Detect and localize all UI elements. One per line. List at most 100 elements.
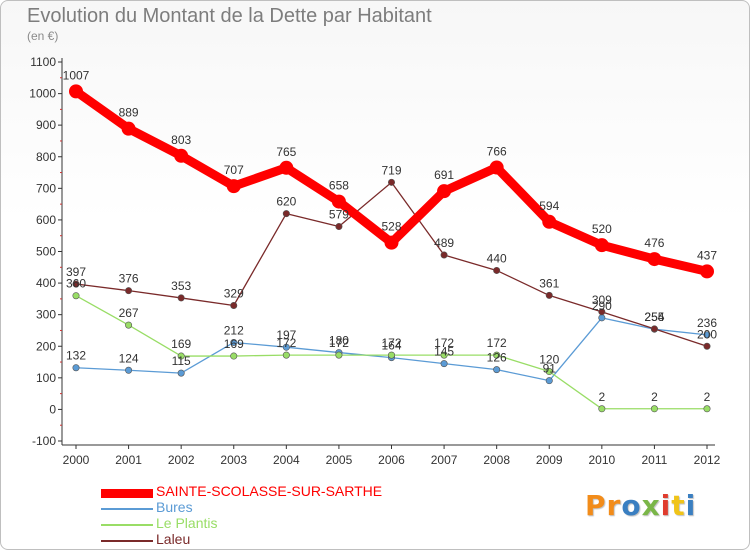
data-point-bures <box>440 360 448 368</box>
data-label-laleu: 489 <box>434 236 454 250</box>
brand-letter: t <box>671 489 686 522</box>
brand-logo: Proxiti <box>585 489 696 522</box>
data-label-le-plantis: 169 <box>224 337 244 351</box>
data-label-bures: 236 <box>697 316 717 330</box>
y-tick-label: 800 <box>36 150 56 164</box>
data-point-sainte-scolasse-sur-sarthe <box>437 184 452 199</box>
x-tick-label: 2010 <box>588 453 615 467</box>
data-label-sainte-scolasse-sur-sarthe: 1007 <box>63 68 90 82</box>
data-point-le-plantis <box>598 405 606 413</box>
data-label-bures: 212 <box>224 323 244 337</box>
legend-label: Bures <box>156 499 193 515</box>
data-point-laleu <box>335 223 343 231</box>
data-label-bures: 197 <box>276 328 296 342</box>
data-point-bures <box>282 343 290 351</box>
data-point-laleu <box>598 308 606 316</box>
y-tick-label: 200 <box>36 339 56 353</box>
data-point-sainte-scolasse-sur-sarthe <box>226 179 241 194</box>
data-label-sainte-scolasse-sur-sarthe: 437 <box>697 248 717 262</box>
y-tick-label: 700 <box>36 181 56 195</box>
data-label-laleu: 376 <box>119 272 139 286</box>
data-label-sainte-scolasse-sur-sarthe: 707 <box>224 163 244 177</box>
data-label-le-plantis: 360 <box>66 277 86 291</box>
data-point-bures <box>493 366 501 374</box>
data-label-le-plantis: 172 <box>381 336 401 350</box>
data-label-laleu: 361 <box>539 276 559 290</box>
series-line-laleu <box>75 181 708 347</box>
data-point-bures <box>177 369 185 377</box>
data-label-le-plantis: 267 <box>119 306 139 320</box>
data-point-laleu <box>387 178 395 186</box>
data-label-laleu: 440 <box>487 251 507 265</box>
legend-swatch <box>101 524 153 526</box>
brand-letter: x <box>641 489 661 522</box>
data-label-sainte-scolasse-sur-sarthe: 766 <box>487 144 507 158</box>
data-label-le-plantis: 172 <box>434 336 454 350</box>
data-label-laleu: 329 <box>224 287 244 301</box>
x-tick-label: 2001 <box>115 453 142 467</box>
x-tick-label: 2004 <box>273 453 300 467</box>
data-label-sainte-scolasse-sur-sarthe: 528 <box>381 220 401 234</box>
data-label-bures: 164 <box>381 339 401 353</box>
y-tick-label: 900 <box>36 118 56 132</box>
x-tick-label: 2011 <box>642 453 668 467</box>
x-tick-label: 2003 <box>220 453 247 467</box>
data-label-laleu: 353 <box>171 279 191 293</box>
data-point-laleu <box>230 302 238 310</box>
data-point-le-plantis <box>387 351 395 359</box>
data-point-bures <box>230 338 238 346</box>
data-point-bures <box>703 331 711 339</box>
x-tick-label: 2009 <box>536 453 563 467</box>
data-point-laleu <box>545 291 553 299</box>
data-point-sainte-scolasse-sur-sarthe <box>700 264 714 279</box>
data-label-le-plantis: 169 <box>171 337 191 351</box>
data-label-laleu: 200 <box>697 327 717 341</box>
data-point-laleu <box>703 342 711 350</box>
data-point-le-plantis <box>282 351 290 359</box>
data-label-laleu: 620 <box>276 195 296 209</box>
y-tick-label: 1000 <box>29 87 56 101</box>
data-label-bures: 180 <box>329 334 349 348</box>
data-label-le-plantis: 120 <box>539 353 559 367</box>
data-point-le-plantis <box>440 351 448 359</box>
brand-letter: i <box>660 489 672 522</box>
data-point-sainte-scolasse-sur-sarthe <box>647 252 662 267</box>
data-point-laleu <box>282 210 290 218</box>
data-point-bures <box>125 366 133 374</box>
data-point-bures <box>598 314 606 322</box>
data-label-bures: 290 <box>592 299 612 313</box>
data-point-laleu <box>650 325 658 333</box>
data-label-laleu: 397 <box>66 265 86 279</box>
y-tick-label: 0 <box>49 402 56 416</box>
data-label-laleu: 579 <box>329 208 349 222</box>
data-label-bures: 132 <box>66 349 86 363</box>
legend-label: SAINTE-SCOLASSE-SUR-SARTHE <box>156 483 383 499</box>
data-label-sainte-scolasse-sur-sarthe: 658 <box>329 179 349 193</box>
brand-letter: r <box>606 489 622 522</box>
y-tick-label: 600 <box>36 213 56 227</box>
x-tick-label: 2005 <box>326 453 353 467</box>
data-label-sainte-scolasse-sur-sarthe: 889 <box>119 106 139 120</box>
y-tick-label: 300 <box>36 308 56 322</box>
y-tick-label: 500 <box>36 245 56 259</box>
x-tick-label: 2006 <box>378 453 405 467</box>
data-label-laleu: 719 <box>381 163 401 177</box>
data-point-bures <box>545 377 553 385</box>
data-point-laleu <box>72 280 80 288</box>
data-point-le-plantis <box>125 321 133 329</box>
data-point-sainte-scolasse-sur-sarthe <box>279 160 294 175</box>
legend-swatch <box>101 488 153 498</box>
legend-swatch <box>101 540 153 542</box>
data-point-le-plantis <box>72 292 80 300</box>
data-point-le-plantis <box>545 368 553 376</box>
x-tick-label: 2000 <box>63 453 90 467</box>
data-label-le-plantis: 172 <box>487 336 507 350</box>
data-label-sainte-scolasse-sur-sarthe: 520 <box>592 222 612 236</box>
data-point-le-plantis <box>493 351 501 359</box>
data-label-bures: 254 <box>644 310 664 324</box>
data-label-bures: 91 <box>543 362 557 376</box>
data-point-laleu <box>493 266 501 274</box>
brand-letter: o <box>621 489 642 522</box>
data-label-bures: 115 <box>172 354 191 368</box>
